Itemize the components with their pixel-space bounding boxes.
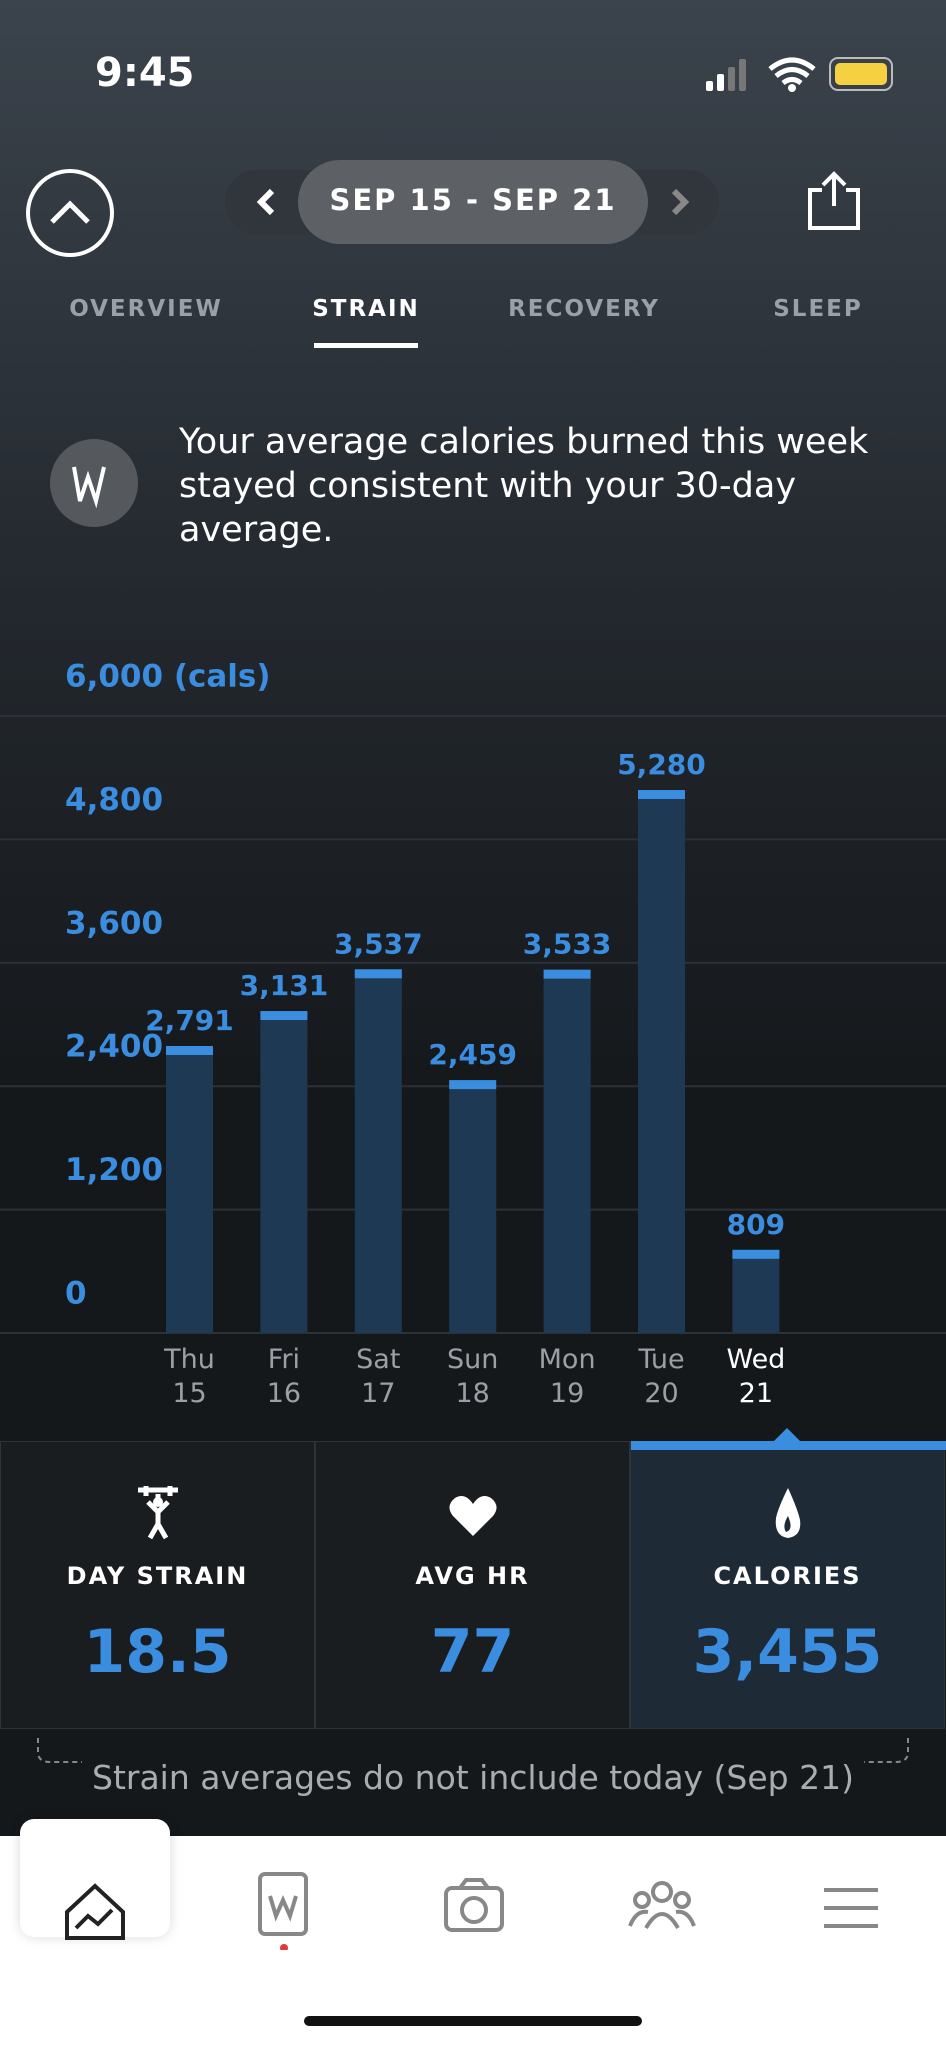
- nav-icons: [65, 1872, 878, 1950]
- value-label: 3,537: [334, 927, 423, 960]
- y-tick-label: 4,800: [65, 782, 163, 818]
- bar: [543, 969, 591, 1333]
- y-tick-label: 2,400: [65, 1029, 163, 1065]
- status-icons: [706, 57, 893, 92]
- value-label: 3,533: [523, 928, 612, 961]
- bar: [449, 1080, 497, 1333]
- x-tick-label[interactable]: Wed 21: [726, 1344, 786, 1409]
- bar-cap: [638, 790, 685, 800]
- tab[interactable]: OVERVIEW: [69, 296, 223, 322]
- value-label: 809: [727, 1208, 785, 1241]
- share-button[interactable]: [808, 171, 860, 230]
- insight-icon: [50, 439, 138, 527]
- stat-value: 3,455: [692, 1617, 883, 1687]
- tab-underline: [314, 343, 418, 348]
- bar-cap: [166, 1045, 213, 1055]
- stat-card[interactable]: DAY STRAIN 18.5: [0, 1441, 315, 1729]
- team-icon[interactable]: [628, 1881, 696, 1930]
- stat-value: 18.5: [83, 1617, 232, 1687]
- bar: [260, 1011, 308, 1333]
- value-label: 2,791: [145, 1004, 234, 1037]
- bar: [638, 790, 685, 1333]
- stat-value: 77: [430, 1617, 515, 1687]
- value-label: 3,131: [240, 969, 329, 1002]
- bar: [354, 969, 402, 1333]
- tab[interactable]: SLEEP: [773, 296, 863, 322]
- y-tick-label: 3,600: [65, 905, 163, 941]
- status-time: 9:45: [95, 50, 195, 96]
- note-bracket: [37, 1738, 909, 1763]
- y-tick-label: 0: [65, 1276, 87, 1312]
- header-controls: [26, 160, 860, 257]
- tab[interactable]: RECOVERY: [508, 296, 660, 322]
- x-tick-label[interactable]: Sun 18: [447, 1344, 499, 1409]
- y-tick-label: 1,200: [65, 1152, 163, 1188]
- bar-cap: [543, 969, 591, 979]
- value-label: 5,280: [617, 748, 706, 781]
- bar-cap: [354, 969, 402, 979]
- bar-cap: [449, 1080, 497, 1090]
- notification-dot: [280, 1944, 288, 1950]
- y-tick-label: 6,000 (cals): [65, 659, 271, 695]
- x-tick-label[interactable]: Fri 16: [266, 1344, 302, 1409]
- stat-label: AVG HR: [415, 1562, 530, 1590]
- selection-indicator: [631, 1428, 946, 1450]
- note: Strain averages do not include today (Se…: [92, 1758, 854, 1797]
- stat-card[interactable]: AVG HR 77: [315, 1441, 630, 1729]
- bar: [732, 1249, 780, 1333]
- bar-cap: [732, 1249, 780, 1259]
- x-tick-label[interactable]: Mon 19: [538, 1344, 596, 1409]
- menu-icon[interactable]: [824, 1888, 878, 1928]
- stat-icon: [449, 1496, 497, 1536]
- x-tick-label[interactable]: Thu 15: [164, 1344, 215, 1409]
- home-indicator: [304, 2016, 642, 2026]
- value-label: 2,459: [428, 1038, 517, 1071]
- date-range[interactable]: SEP 15 - SEP 21: [329, 183, 617, 217]
- camera-icon[interactable]: [444, 1878, 504, 1932]
- home-tab[interactable]: [20, 1819, 170, 1937]
- stat-label: DAY STRAIN: [66, 1562, 249, 1590]
- bar-cap: [260, 1011, 308, 1021]
- journal-icon[interactable]: [258, 1872, 308, 1936]
- prev-week[interactable]: [256, 188, 275, 216]
- insight-text: Your average calories burned this week s…: [179, 422, 869, 550]
- next-week[interactable]: [671, 188, 690, 216]
- stat-label: CALORIES: [713, 1562, 862, 1590]
- stat-icon: [138, 1486, 178, 1540]
- stat-card[interactable]: CALORIES 3,455: [630, 1441, 945, 1729]
- x-tick-label[interactable]: Sat 17: [356, 1344, 401, 1409]
- collapse-button[interactable]: [26, 169, 114, 257]
- bar: [166, 1045, 213, 1333]
- x-tick-label[interactable]: Tue 20: [638, 1344, 685, 1409]
- home-icon[interactable]: [65, 1883, 125, 1940]
- stat-icon: [775, 1488, 801, 1538]
- tab[interactable]: STRAIN: [312, 296, 420, 322]
